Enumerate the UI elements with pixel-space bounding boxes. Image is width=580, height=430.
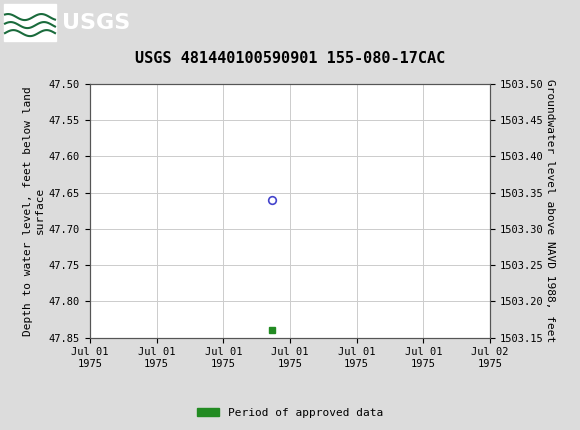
FancyBboxPatch shape — [4, 4, 56, 41]
Legend: Period of approved data: Period of approved data — [193, 403, 387, 422]
Text: USGS: USGS — [62, 13, 130, 33]
Y-axis label: Depth to water level, feet below land
surface: Depth to water level, feet below land su… — [23, 86, 45, 335]
Y-axis label: Groundwater level above NAVD 1988, feet: Groundwater level above NAVD 1988, feet — [545, 79, 554, 342]
Text: USGS 481440100590901 155-080-17CAC: USGS 481440100590901 155-080-17CAC — [135, 51, 445, 65]
